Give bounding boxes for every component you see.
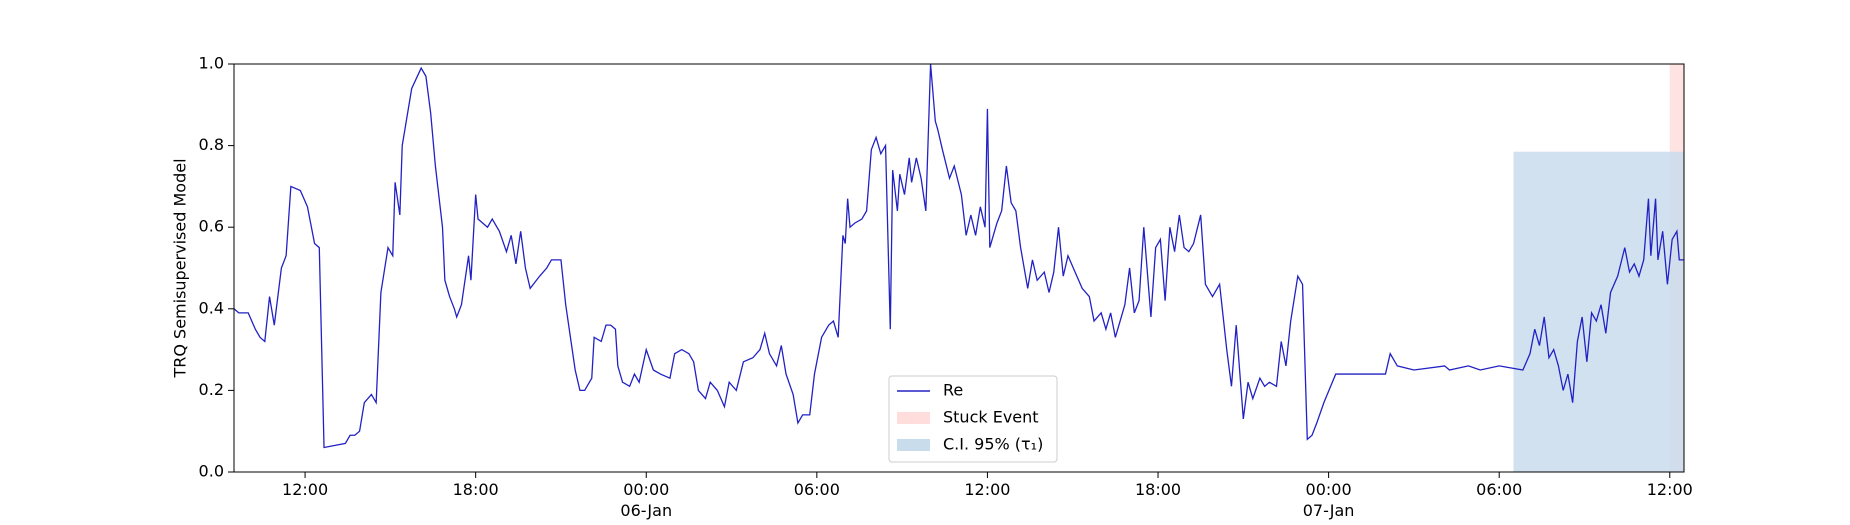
y-tick-label: 0.8 xyxy=(199,135,224,154)
plot-frame xyxy=(233,63,1685,473)
data-line xyxy=(233,63,1684,449)
x-tick-label: 12:00 xyxy=(1647,480,1693,499)
y-axis-label: TRQ Semisupervised Model xyxy=(171,158,190,378)
x-tick-label: 00:00 07-Jan xyxy=(1303,480,1355,520)
x-tick-label: 18:00 xyxy=(1135,480,1181,499)
y-tick-label: 0.4 xyxy=(199,298,224,317)
legend-label: Re xyxy=(943,381,963,400)
x-tick-label: 12:00 xyxy=(282,480,328,499)
legend-label: Stuck Event xyxy=(943,408,1039,427)
x-tick-label: 06:00 xyxy=(794,480,840,499)
y-tick-label: 0.0 xyxy=(199,462,224,481)
y-tick-label: 1.0 xyxy=(199,54,224,73)
x-tick-label: 18:00 xyxy=(453,480,499,499)
legend: Re Stuck Event C.I. 95% (τ₁) xyxy=(888,375,1058,463)
legend-label: C.I. 95% (τ₁) xyxy=(943,435,1043,454)
legend-box xyxy=(888,375,1058,463)
y-tick-label: 0.2 xyxy=(199,380,224,399)
legend-swatch xyxy=(897,412,930,424)
legend-swatch xyxy=(897,439,930,451)
x-tick-label: 06:00 xyxy=(1476,480,1522,499)
y-tick-label: 0.6 xyxy=(199,217,224,236)
x-tick-label: 12:00 xyxy=(964,480,1010,499)
